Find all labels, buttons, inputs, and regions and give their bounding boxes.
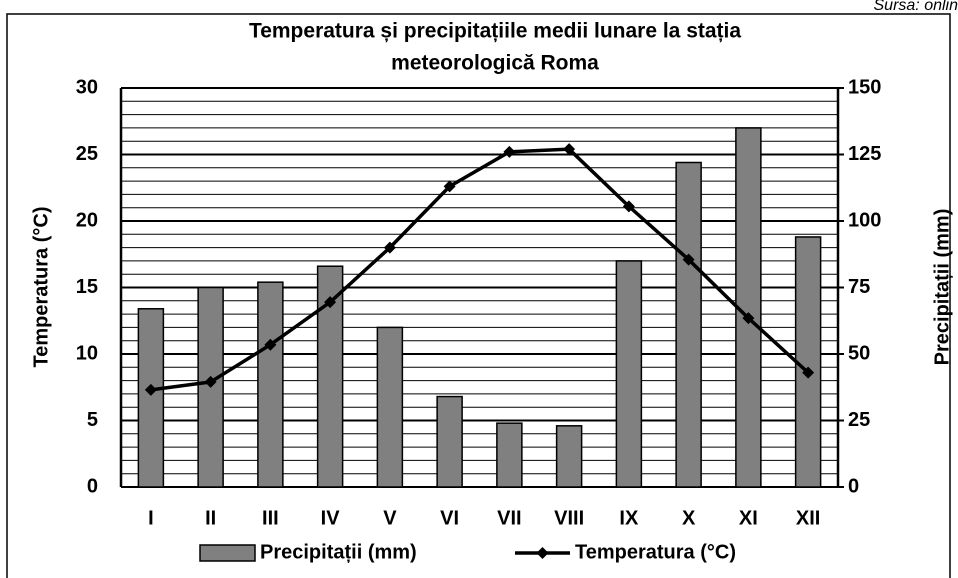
x-tick-label: II (205, 507, 216, 529)
frame (6, 13, 951, 578)
y-tick-label: 30 (76, 76, 98, 98)
legend-swatch (199, 544, 256, 562)
chart-title: Temperatura și precipitațiile medii luna… (249, 20, 741, 43)
y2-axis-title: Precipitații (mm) (931, 209, 953, 366)
bar (615, 260, 643, 488)
y2-tick-label: 100 (848, 209, 881, 231)
y2-tick-label: 0 (848, 475, 859, 497)
marker (324, 296, 337, 309)
x-tick-label: XI (739, 507, 758, 529)
bar (794, 236, 822, 488)
y-tick-label: 0 (87, 475, 98, 497)
marker (622, 200, 635, 213)
x-tick-label: VI (440, 507, 459, 529)
bar (555, 425, 583, 488)
marker (144, 383, 157, 396)
marker (503, 145, 516, 158)
bar (436, 395, 463, 488)
line (150, 147, 810, 392)
y2-tick-label: 25 (848, 409, 870, 431)
marker (682, 253, 695, 266)
x-tick-label: V (383, 507, 397, 529)
legend-label: Temperatura (°C) (575, 541, 736, 563)
bar (137, 308, 165, 488)
y-tick-label: 20 (76, 209, 98, 231)
chart-title: meteorologică Roma (391, 52, 599, 75)
bar (197, 286, 224, 488)
marker (802, 366, 815, 379)
y2-tick-label: 50 (848, 342, 870, 364)
marker (443, 180, 456, 193)
x-tick-label: III (262, 507, 279, 529)
bar (735, 127, 762, 488)
x-tick-label: IX (619, 507, 639, 529)
x-tick-label: XII (796, 507, 820, 529)
marker (563, 143, 576, 156)
x-tick-label: VIII (554, 507, 584, 529)
x-tick-label: I (148, 507, 154, 529)
y-axis-title: Temperatura (°C) (30, 207, 52, 368)
y-tick-label: 25 (76, 143, 98, 165)
legend-marker (536, 547, 549, 559)
y-tick-label: 5 (87, 409, 98, 431)
bar (496, 422, 523, 488)
x-tick-label: VII (497, 507, 521, 529)
bar (376, 326, 404, 488)
y2-tick-label: 125 (848, 143, 881, 165)
bar (257, 281, 284, 488)
source: Sursa: onlin (874, 0, 958, 14)
y2-tick-label: 75 (848, 276, 870, 298)
y-tick-label: 10 (76, 342, 98, 364)
y-tick-label: 15 (76, 276, 98, 298)
y2-tick-label: 150 (848, 76, 881, 98)
marker (204, 375, 217, 388)
legend-label: Precipitații (mm) (260, 541, 417, 563)
x-tick-label: X (682, 507, 696, 529)
marker (742, 312, 755, 325)
marker (264, 338, 277, 351)
marker (383, 241, 396, 254)
bar (675, 161, 702, 488)
x-tick-label: IV (321, 507, 341, 529)
